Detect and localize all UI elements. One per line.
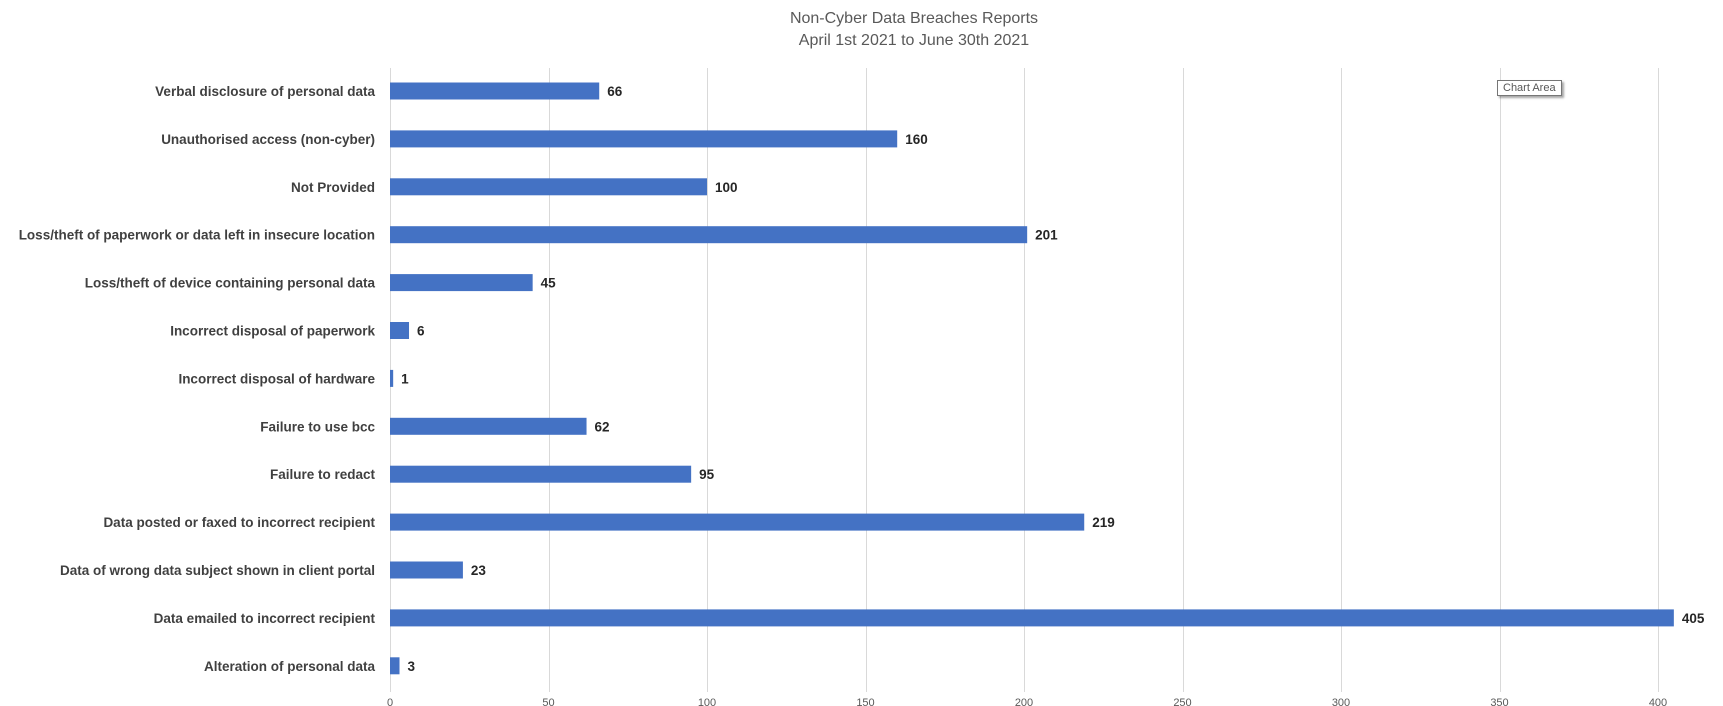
x-axis-ticks: 0 50 100 150 200 250 300 350 400 (387, 697, 1667, 706)
value-label-5: 6 (417, 324, 425, 339)
bar-8 (390, 465, 692, 483)
category-label-12: Alteration of personal data (204, 659, 376, 674)
value-label-7: 62 (595, 419, 610, 434)
value-label-6: 1 (401, 371, 409, 386)
category-label-7: Failure to use bcc (260, 419, 375, 434)
bar-4 (390, 274, 533, 292)
category-label-4: Loss/theft of device containing personal… (85, 276, 376, 291)
bars (390, 82, 1674, 675)
bar-7 (390, 417, 587, 435)
category-label-1: Unauthorised access (non-cyber) (161, 132, 375, 147)
value-label-9: 219 (1092, 515, 1115, 530)
value-label-4: 45 (541, 276, 557, 291)
chart-area-tooltip: Chart Area (1497, 80, 1562, 96)
gridlines (390, 68, 1659, 692)
bar-1 (390, 130, 898, 148)
x-tick-label-300: 300 (1332, 697, 1350, 706)
category-label-11: Data emailed to incorrect recipient (154, 611, 376, 626)
category-label-10: Data of wrong data subject shown in clie… (60, 563, 375, 578)
value-label-2: 100 (715, 180, 738, 195)
data-labels: 66 160 100 201 45 6 1 62 95 219 23 405 3 (401, 84, 1705, 674)
x-tick-label-350: 350 (1490, 697, 1508, 706)
bar-0 (390, 82, 600, 100)
category-label-0: Verbal disclosure of personal data (155, 84, 375, 99)
x-tick-label-150: 150 (856, 697, 874, 706)
chart-subtitle: April 1st 2021 to June 30th 2021 (799, 32, 1029, 49)
value-label-0: 66 (607, 84, 623, 99)
value-label-3: 201 (1035, 228, 1058, 243)
value-label-12: 3 (408, 659, 416, 674)
category-label-8: Failure to redact (270, 467, 376, 482)
bar-9 (390, 513, 1085, 531)
x-tick-label-200: 200 (1015, 697, 1033, 706)
x-tick-label-250: 250 (1173, 697, 1191, 706)
value-label-8: 95 (699, 467, 715, 482)
value-label-1: 160 (905, 132, 928, 147)
chart-title: Non-Cyber Data Breaches Reports (790, 10, 1038, 27)
x-tick-label-100: 100 (698, 697, 716, 706)
x-tick-label-400: 400 (1649, 697, 1667, 706)
bar-12 (390, 657, 400, 675)
category-label-2: Not Provided (291, 180, 375, 195)
category-labels: Verbal disclosure of personal data Unauth… (19, 84, 376, 674)
bar-11 (390, 609, 1674, 627)
bar-3 (390, 226, 1028, 244)
x-tick-label-0: 0 (387, 697, 393, 706)
value-label-11: 405 (1682, 611, 1705, 626)
bar-5 (390, 322, 410, 339)
category-label-6: Incorrect disposal of hardware (178, 371, 375, 386)
bar-10 (390, 561, 463, 579)
category-label-5: Incorrect disposal of paperwork (170, 324, 375, 339)
bar-2 (390, 178, 707, 196)
category-label-3: Loss/theft of paperwork or data left in … (19, 228, 375, 243)
category-label-9: Data posted or faxed to incorrect recipi… (103, 515, 375, 530)
bar-6 (390, 369, 394, 387)
value-label-10: 23 (471, 563, 487, 578)
x-tick-label-50: 50 (542, 697, 554, 706)
